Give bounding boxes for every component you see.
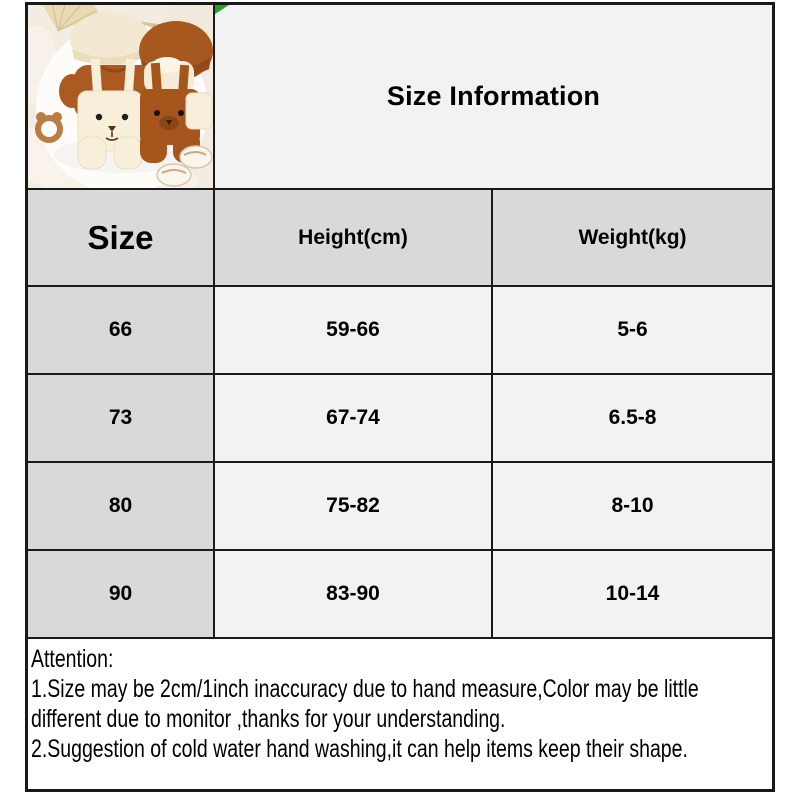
size-value: 66	[28, 287, 215, 373]
table-row: 80 75-82 8-10	[28, 461, 772, 549]
table-row: 66 59-66 5-6	[28, 285, 772, 373]
size-value: 73	[28, 375, 215, 461]
size-value: 80	[28, 463, 215, 549]
attention-note-line: 2.Suggestion of cold water hand washing,…	[31, 735, 688, 763]
header-height: Height(cm)	[215, 190, 493, 285]
height-value: 59-66	[215, 287, 493, 373]
baby-romper-illustration	[28, 5, 213, 188]
table-row: 73 67-74 6.5-8	[28, 373, 772, 461]
attention-label: Attention:	[31, 645, 114, 673]
weight-value: 5-6	[493, 287, 772, 373]
sheet-frame: Size Information Size Height(cm) Weight(…	[25, 2, 775, 792]
table-header-row: Size Height(cm) Weight(kg)	[28, 188, 772, 285]
height-value: 83-90	[215, 551, 493, 637]
attention-note-line: different due to monitor ,thanks for you…	[31, 705, 506, 733]
page-title: Size Information	[386, 81, 601, 111]
header-size: Size	[28, 190, 215, 285]
product-photo	[28, 5, 215, 188]
attention-notes: Attention: 1.Size may be 2cm/1inch inacc…	[28, 637, 772, 789]
weight-value: 8-10	[493, 463, 772, 549]
header-weight: Weight(kg)	[578, 225, 687, 249]
top-row: Size Information	[28, 5, 772, 188]
weight-value: 6.5-8	[493, 375, 772, 461]
size-value: 90	[28, 551, 215, 637]
attention-note-line: 1.Size may be 2cm/1inch inaccuracy due t…	[31, 675, 699, 703]
height-value: 75-82	[215, 463, 493, 549]
height-value: 67-74	[215, 375, 493, 461]
green-corner-marker-icon	[215, 5, 229, 14]
weight-value: 10-14	[493, 551, 772, 637]
title-panel: Size Information	[215, 5, 772, 188]
table-row: 90 83-90 10-14	[28, 549, 772, 637]
